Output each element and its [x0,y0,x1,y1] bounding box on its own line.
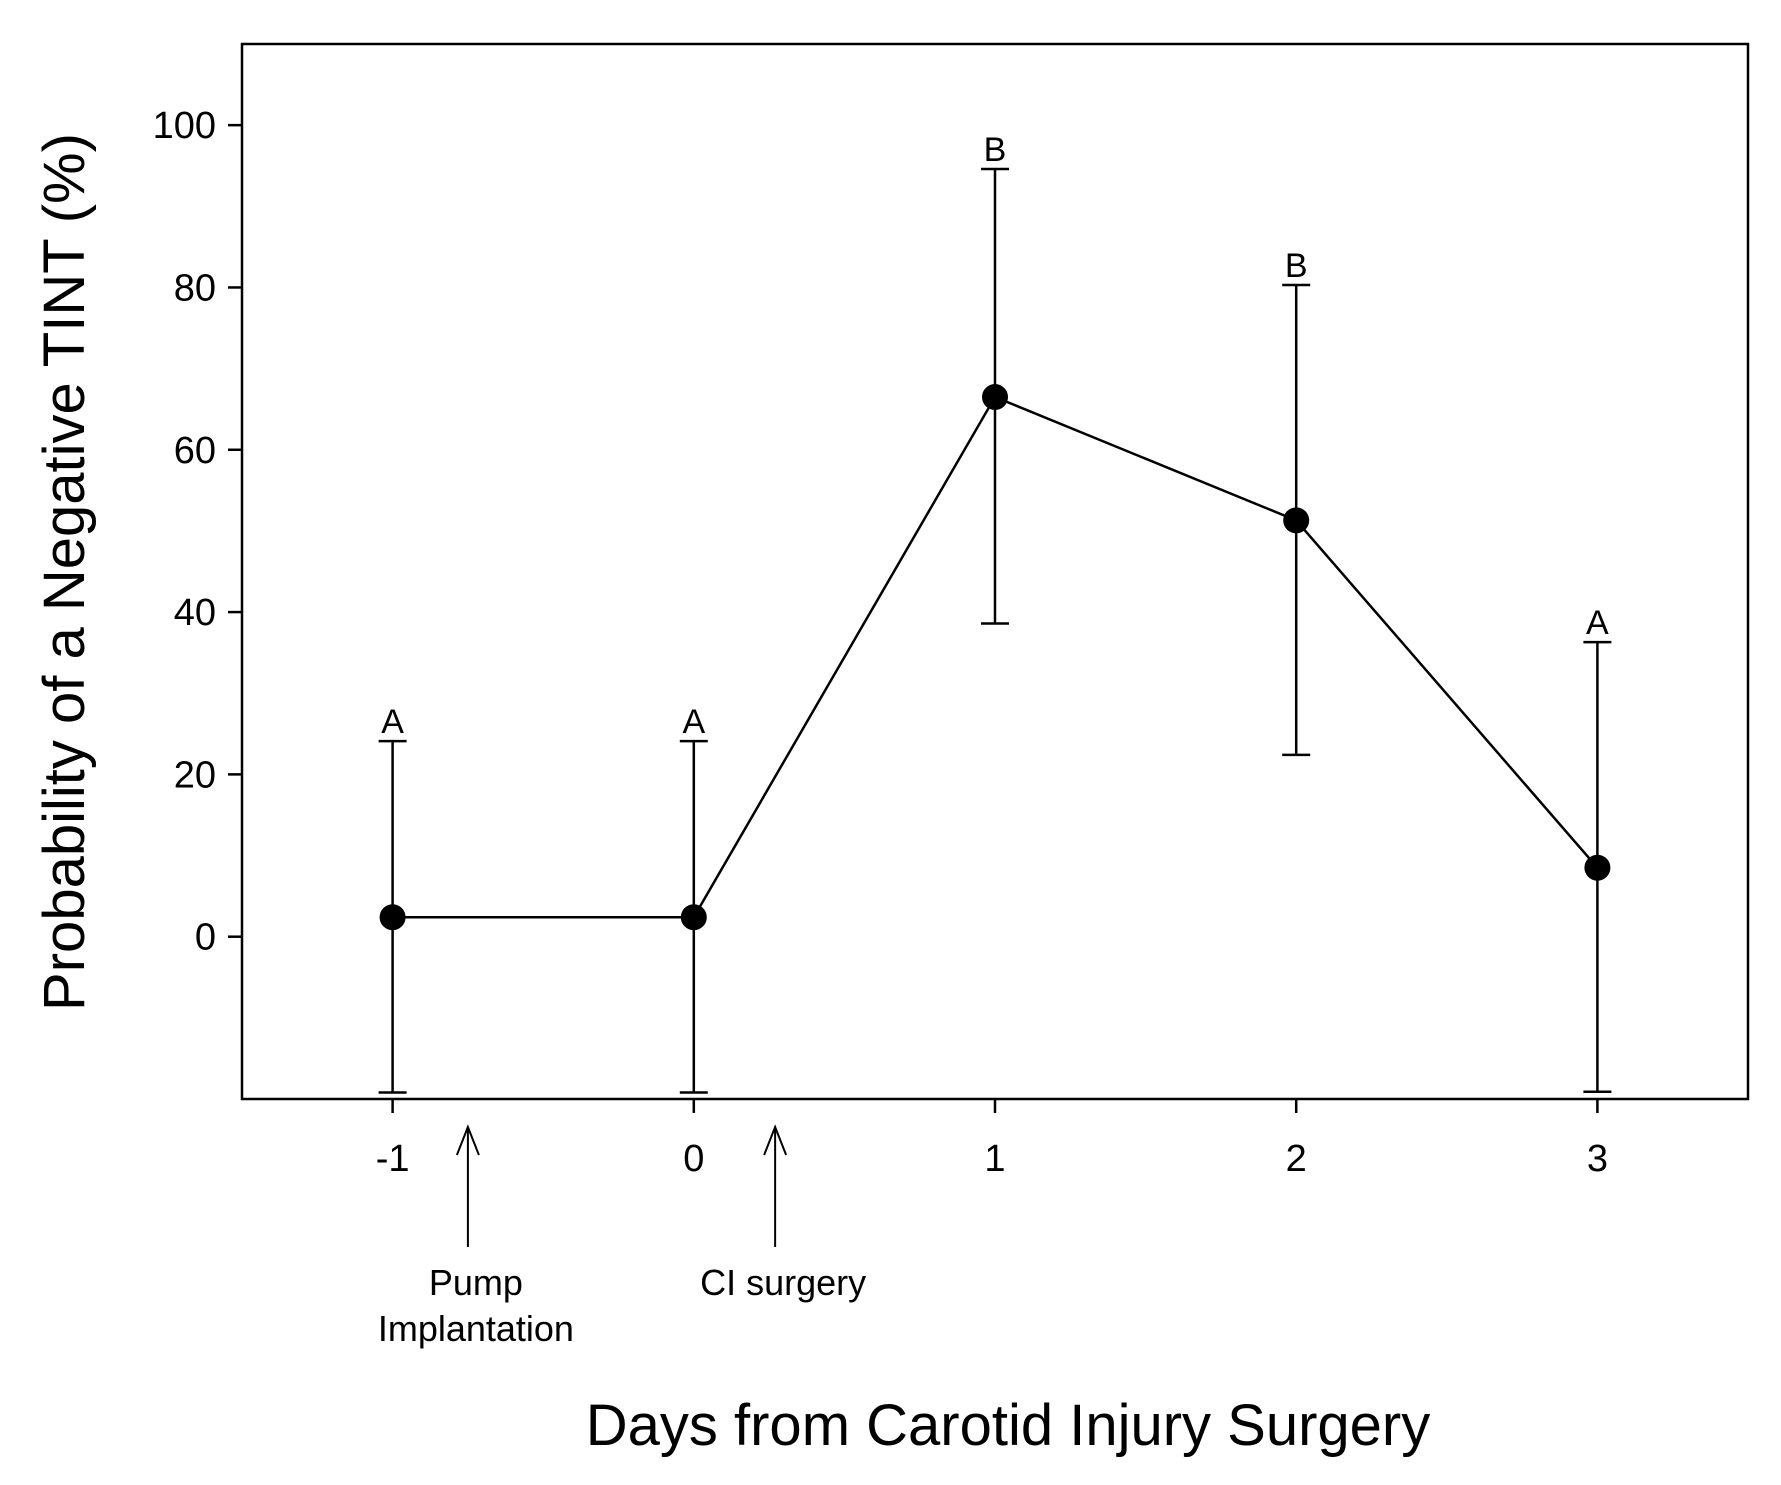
significance-letter: B [984,131,1007,169]
y-tick-label: 80 [174,267,216,309]
x-tick-label: 1 [984,1138,1005,1180]
x-tick-label: 0 [683,1138,704,1180]
x-tick-label: 2 [1286,1138,1307,1180]
annotation-label: Pump Implantation [378,1262,574,1349]
significance-letter: A [381,703,404,741]
data-point [379,904,406,931]
y-axis: 0 20 40 60 80 100 [153,105,242,959]
data-point [982,384,1008,411]
y-axis-title: Probability of a Negative TINT (%) [32,133,97,1011]
annotation-arrow-head [455,1124,480,1156]
y-tick-label: 100 [153,105,216,147]
y-tick-label: 0 [195,917,216,959]
data-point [1283,507,1310,534]
annotation-label: CI surgery [700,1262,866,1303]
significance-letter: A [1586,604,1609,642]
x-tick-label: -1 [376,1138,410,1180]
significance-letter: B [1285,247,1308,285]
y-tick-label: 40 [174,592,216,634]
x-axis-title: Days from Carotid Injury Surgery [586,1393,1430,1458]
x-annotations: Pump Implantation CI surgery [378,1124,866,1349]
y-tick-label: 60 [174,430,216,472]
data-point [1584,854,1611,881]
annotation-label-line: CI surgery [700,1262,866,1303]
annotation-label-line: Pump [429,1262,523,1303]
data-series: A A B B A [378,131,1612,1094]
annotation-label-line: Implantation [378,1308,574,1349]
significance-letter: A [682,703,705,741]
x-axis: -1 0 1 2 3 [376,1099,1608,1180]
data-point [680,904,707,931]
y-tick-label: 20 [174,754,216,796]
x-tick-label: 3 [1587,1138,1608,1180]
annotation-arrow-head [763,1124,788,1156]
